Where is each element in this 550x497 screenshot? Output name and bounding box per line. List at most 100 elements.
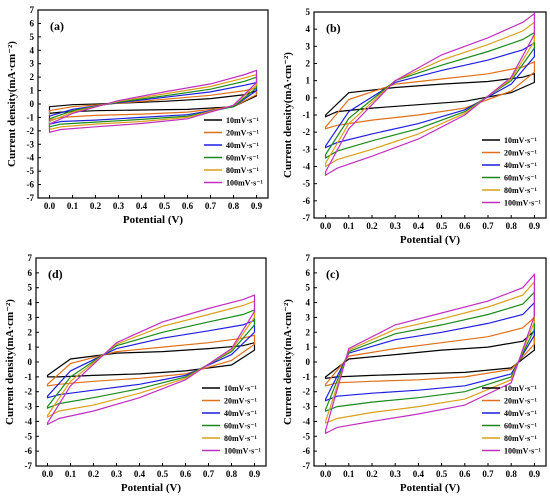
legend-label: 20mV·s⁻¹	[504, 397, 537, 406]
y-tick-label: -3	[25, 402, 33, 412]
x-tick-label: 0.0	[44, 201, 56, 211]
x-tick-label: 0.4	[136, 201, 148, 211]
y-axis-title: Current density(mA·cm⁻²)	[4, 299, 16, 425]
x-tick-label: 0.5	[436, 469, 448, 479]
y-tick-label: -6	[303, 446, 311, 456]
x-tick-label: 0.6	[459, 221, 471, 231]
y-tick-label: 1	[306, 342, 311, 352]
cv-curve-4	[325, 31, 535, 159]
cv-panel-2: 0.0 0.1 0.2 0.3 0.4 0.5 0.6 0.7 0.8 0.9 -7 -6 -5 -4 -3…	[282, 7, 547, 246]
x-tick-label: 0.8	[506, 469, 518, 479]
y-tick-label: -2	[25, 387, 33, 397]
legend-label: 20mV·s⁻¹	[226, 129, 259, 138]
y-tick-label: 1	[306, 76, 311, 86]
legend-label: 100mV·s⁻¹	[504, 447, 541, 456]
y-axis-title: Current density(mA·cm⁻²)	[282, 52, 294, 178]
panel-label: (b)	[326, 21, 341, 35]
x-tick-label: 0.2	[366, 221, 378, 231]
x-tick-label: 0.5	[436, 221, 448, 231]
legend-label: 20mV·s⁻¹	[504, 149, 537, 158]
y-tick-label: 2	[306, 327, 311, 337]
x-tick-label: 0.5	[157, 469, 169, 479]
y-tick-label: 6	[30, 18, 35, 28]
cv-panel-4: 0.0 0.1 0.2 0.3 0.4 0.5 0.6 0.7 0.8 0.9 -7 -6 -5 -4 -3…	[282, 253, 547, 494]
y-tick-label: 5	[306, 283, 311, 293]
legend-label: 60mV·s⁻¹	[504, 174, 537, 183]
y-tick-label: -5	[25, 431, 33, 441]
x-tick-label: 0.4	[134, 469, 146, 479]
y-tick-label: 0	[306, 93, 311, 103]
x-tick-label: 0.2	[90, 201, 102, 211]
y-tick-label: 0	[30, 99, 35, 109]
x-tick-label: 0.7	[482, 221, 494, 231]
x-tick-label: 0.1	[343, 221, 355, 231]
y-tick-label: -2	[27, 126, 35, 136]
legend-label: 40mV·s⁻¹	[504, 409, 537, 418]
y-tick-label: -5	[303, 431, 311, 441]
cv-curve-2	[325, 60, 535, 130]
x-tick-label: 0.7	[205, 201, 217, 211]
x-tick-label: 0.6	[180, 469, 192, 479]
cv-curve-1	[325, 329, 535, 379]
y-tick-label: -1	[303, 110, 311, 120]
x-tick-label: 0.1	[343, 469, 355, 479]
cv-curve-6	[325, 272, 535, 435]
x-tick-label: 0.0	[320, 221, 332, 231]
x-tick-label: 0.2	[366, 469, 378, 479]
y-axis-title: Current density(mA·cm⁻²)	[282, 299, 294, 425]
x-tick-label: 0.0	[42, 469, 54, 479]
cv-curve-4	[46, 309, 256, 409]
y-tick-label: 3	[28, 312, 33, 322]
cv-curve-3	[48, 81, 258, 125]
cv-curve-5	[325, 280, 535, 424]
x-tick-label: 0.3	[390, 221, 402, 231]
y-tick-label: -7	[27, 193, 35, 203]
y-tick-label: 4	[30, 45, 35, 55]
y-tick-label: -6	[25, 446, 33, 456]
y-tick-label: 5	[28, 283, 33, 293]
cv-curve-6	[48, 69, 258, 133]
legend-label: 20mV·s⁻¹	[224, 397, 257, 406]
legend-label: 40mV·s⁻¹	[504, 161, 537, 170]
y-tick-label: 1	[30, 86, 35, 96]
y-tick-label: -2	[303, 387, 311, 397]
legend-label: 10mV·s⁻¹	[226, 116, 259, 125]
y-tick-label: 3	[306, 41, 311, 51]
y-tick-label: -7	[303, 213, 311, 223]
x-axis-title: Potential (V)	[121, 482, 182, 494]
panel-label: (c)	[326, 267, 339, 281]
y-tick-label: 3	[30, 59, 35, 69]
y-tick-label: -1	[27, 112, 35, 122]
x-tick-label: 0.5	[159, 201, 171, 211]
y-tick-label: -7	[25, 461, 33, 471]
legend: 10mV·s⁻¹ 20mV·s⁻¹ 40mV·s⁻¹ 60mV·s⁻¹ 80mV·s⁻¹…	[482, 384, 541, 456]
legend-label: 60mV·s⁻¹	[504, 422, 537, 431]
cv-curve-4	[325, 290, 535, 412]
legend-label: 60mV·s⁻¹	[224, 422, 257, 431]
x-tick-label: 0.1	[65, 469, 77, 479]
y-tick-label: 2	[28, 327, 33, 337]
x-tick-label: 0.9	[249, 469, 261, 479]
legend: 10mV·s⁻¹ 20mV·s⁻¹ 40mV·s⁻¹ 60mV·s⁻¹ 80mV·s⁻¹…	[482, 136, 541, 208]
legend-label: 100mV·s⁻¹	[226, 179, 263, 188]
y-tick-label: -3	[303, 402, 311, 412]
cv-panel-1: 0.0 0.1 0.2 0.3 0.4 0.5 0.6 0.7 0.8 0.9 -7 -6 -5 -4 -3…	[6, 5, 269, 226]
x-tick-label: 0.9	[529, 469, 541, 479]
cv-curve-3	[325, 301, 535, 402]
y-tick-label: 2	[306, 59, 311, 69]
y-tick-label: 4	[28, 298, 33, 308]
legend-label: 10mV·s⁻¹	[224, 384, 257, 393]
x-tick-label: 0.3	[113, 201, 125, 211]
y-tick-label: 4	[306, 24, 311, 34]
y-tick-label: 0	[28, 357, 33, 367]
panel-label: (a)	[50, 19, 64, 33]
cv-curve-5	[325, 21, 535, 168]
legend-label: 100mV·s⁻¹	[504, 199, 541, 208]
y-tick-label: 3	[306, 312, 311, 322]
y-tick-label: -5	[303, 179, 311, 189]
x-tick-label: 0.9	[251, 201, 263, 211]
x-tick-label: 0.8	[228, 201, 240, 211]
legend-label: 40mV·s⁻¹	[224, 409, 257, 418]
y-tick-label: -6	[27, 180, 35, 190]
